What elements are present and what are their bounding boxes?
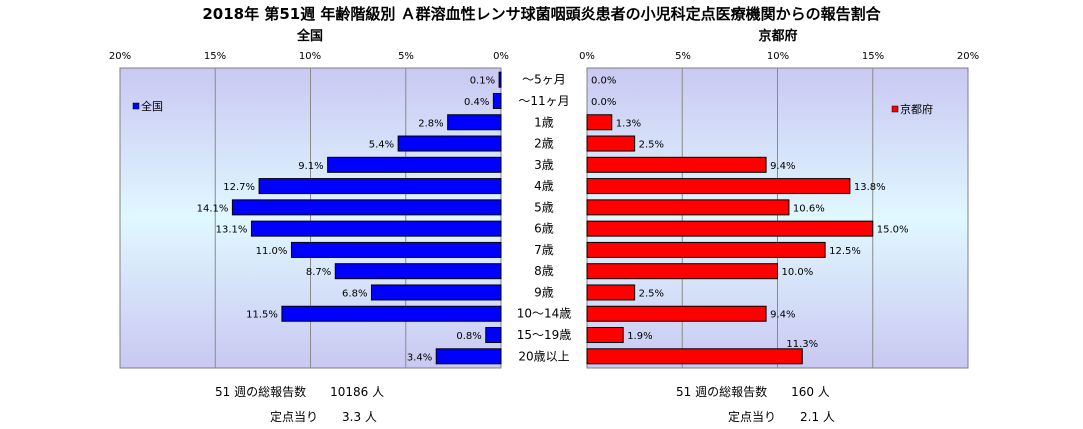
right-bar-label: 9.4% [770, 161, 795, 172]
right-per-site: 定点当り 2.1 人 [728, 410, 835, 424]
left-per-site: 定点当り 3.3 人 [270, 410, 377, 424]
left-bar-label: 12.7% [223, 182, 255, 193]
right-bar [586, 241, 826, 258]
category-label: 20歳以上 [518, 349, 569, 363]
left-bar [397, 135, 502, 152]
right-panel-title: 京都府 [758, 29, 798, 44]
left-bar [492, 92, 502, 109]
left-bar-label: 3.4% [407, 352, 432, 363]
right-x-tick-label: 20% [956, 51, 980, 62]
left-bar-label: 8.7% [306, 267, 331, 278]
right-bar [586, 327, 624, 344]
left-x-tick-label: 0% [493, 51, 509, 62]
right-bar-label: 9.4% [770, 310, 795, 321]
right-x-tick-label: 15% [861, 51, 885, 62]
left-bar [435, 348, 502, 365]
left-total-reports: 51 週の総報告数 10186 人 [215, 385, 385, 399]
left-legend: 全国 [132, 99, 163, 113]
right-legend-label: 京都府 [900, 102, 933, 116]
category-label: 1歳 [534, 115, 554, 129]
left-bar [498, 71, 502, 88]
right-legend: 京都府 [891, 102, 933, 116]
left-bar-label: 14.1% [197, 203, 229, 214]
category-label: 9歳 [534, 285, 554, 299]
right-x-tick-label: 0% [579, 51, 595, 62]
left-bar [258, 178, 502, 195]
left-bar-label: 11.0% [256, 246, 288, 257]
right-bar [586, 284, 636, 301]
category-label: 6歳 [534, 222, 554, 236]
right-bar-label: 0.0% [591, 97, 616, 108]
left-bar-label: 5.4% [369, 140, 394, 151]
left-bar-label: 2.8% [418, 118, 443, 129]
left-bar [370, 284, 502, 301]
right-bar-label: 10.6% [793, 203, 825, 214]
left-bar [290, 241, 502, 258]
right-bar [586, 220, 874, 237]
category-label: ～5ヶ月 [522, 73, 566, 87]
right-legend-swatch [891, 105, 899, 113]
category-label: ～11ヶ月 [518, 94, 569, 108]
left-bar [334, 263, 502, 280]
right-bar [586, 348, 803, 365]
left-legend-swatch [132, 102, 140, 110]
right-bar-label: 11.3% [786, 339, 818, 350]
left-x-tick-label: 15% [203, 51, 227, 62]
right-x-tick-label: 10% [766, 51, 790, 62]
right-bar-label: 12.5% [829, 246, 861, 257]
left-bar [447, 114, 502, 131]
right-bar-label: 1.3% [616, 118, 641, 129]
right-bar [586, 156, 767, 173]
right-bar-label: 1.9% [627, 331, 652, 342]
right-bar [586, 178, 851, 195]
left-x-tick-label: 5% [398, 51, 414, 62]
category-label: 2歳 [534, 137, 554, 151]
left-bar-label: 13.1% [216, 225, 248, 236]
right-bar [586, 114, 613, 131]
left-bar [250, 220, 502, 237]
right-bar [586, 263, 778, 280]
right-x-tick-label: 5% [675, 51, 691, 62]
right-total-reports: 51 週の総報告数 160 人 [676, 385, 830, 399]
right-bar-label: 2.5% [639, 288, 664, 299]
left-legend-label: 全国 [141, 99, 163, 113]
left-bar-label: 11.5% [246, 310, 278, 321]
right-bar-label: 2.5% [639, 140, 664, 151]
left-bar-label: 6.8% [342, 288, 367, 299]
left-panel-title: 全国 [296, 29, 323, 44]
right-bar [586, 199, 790, 216]
left-x-tick-label: 20% [108, 51, 132, 62]
left-bar-label: 0.8% [456, 331, 481, 342]
right-bar-label: 0.0% [591, 76, 616, 87]
category-label: 7歳 [534, 243, 554, 257]
category-label: 8歳 [534, 264, 554, 278]
category-label: 5歳 [534, 200, 554, 214]
right-bar-label: 15.0% [877, 225, 909, 236]
chart-title: 2018年 第51週 年齢階級別 Ａ群溶血性レンサ球菌咽頭炎患者の小児科定点医療… [202, 5, 881, 23]
category-label: 15～19歳 [517, 328, 572, 342]
category-label: 4歳 [534, 179, 554, 193]
category-label: 10～14歳 [517, 307, 572, 321]
left-bar-label: 0.4% [464, 97, 489, 108]
right-bar [586, 305, 767, 322]
left-bar [485, 327, 502, 344]
left-x-tick-label: 10% [298, 51, 322, 62]
right-bar [586, 135, 636, 152]
right-bar-label: 13.8% [854, 182, 886, 193]
right-bar-label: 10.0% [782, 267, 814, 278]
left-bar [327, 156, 502, 173]
left-bar [281, 305, 502, 322]
category-label: 3歳 [534, 158, 554, 172]
left-bar-label: 9.1% [298, 161, 323, 172]
left-bar-label: 0.1% [470, 76, 495, 87]
left-bar [231, 199, 502, 216]
